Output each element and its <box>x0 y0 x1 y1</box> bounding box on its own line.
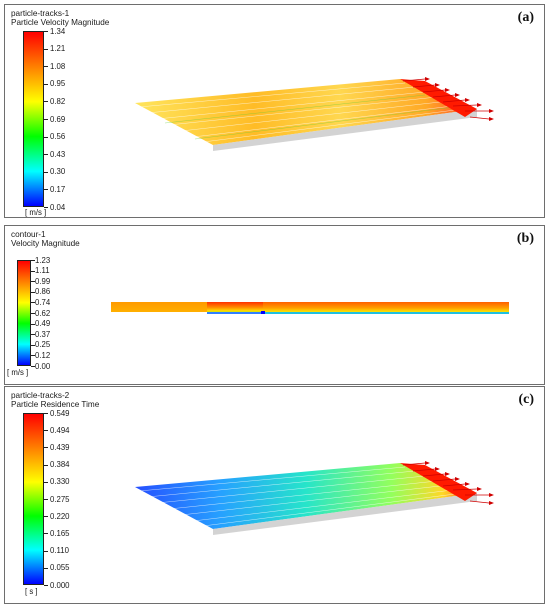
colorbar-tick-label: 0.494 <box>50 426 70 435</box>
colorbar-tick-mark <box>44 533 48 534</box>
colorbar-tick-mark <box>44 551 48 552</box>
panel-b-tag: (b) <box>516 231 534 246</box>
colorbar-tick-label: 0.165 <box>50 529 70 538</box>
colorbar-tick-label: 0.82 <box>50 97 66 106</box>
panel-a: particle-tracks-1 Particle Velocity Magn… <box>4 4 545 218</box>
colorbar-tick-mark <box>31 355 35 356</box>
colorbar-tick-mark <box>44 31 48 32</box>
colorbar-tick-mark <box>44 207 48 208</box>
panel-a-tag: (a) <box>517 10 534 25</box>
colorbar-tick-mark <box>44 49 48 50</box>
colorbar-tick-label: 0.04 <box>50 203 66 212</box>
colorbar-c <box>23 413 44 585</box>
panel-c-title-1: particle-tracks-2 <box>11 391 70 400</box>
colorbar-tick-mark <box>44 172 48 173</box>
panel-a-title-1: particle-tracks-1 <box>11 9 70 18</box>
colorbar-tick-mark <box>44 499 48 500</box>
colorbar-tick-label: 0.30 <box>50 167 66 176</box>
colorbar-tick-label: 0.384 <box>50 460 70 469</box>
colorbar-tick-mark <box>31 271 35 272</box>
colorbar-tick-label: 0.43 <box>50 150 66 159</box>
panel-c-title-2: Particle Residence Time <box>11 400 100 409</box>
colorbar-tick-label: 0.055 <box>50 563 70 572</box>
colorbar-tick-label: 0.000 <box>50 581 70 590</box>
colorbar-tick-label: 1.23 <box>35 256 51 265</box>
colorbar-tick-mark <box>31 302 35 303</box>
colorbar-tick-label: 1.34 <box>50 27 66 36</box>
panel-a-title-2: Particle Velocity Magnitude <box>11 18 110 27</box>
colorbar-tick-mark <box>44 430 48 431</box>
colorbar-tick-mark <box>44 465 48 466</box>
colorbar-tick-mark <box>31 281 35 282</box>
panel-c: particle-tracks-2 Particle Residence Tim… <box>4 386 545 604</box>
colorbar-b-unit: [ m/s ] <box>7 368 29 377</box>
velocity-contour-graphic <box>111 302 509 314</box>
colorbar-tick-mark <box>44 585 48 586</box>
colorbar-tick-mark <box>44 84 48 85</box>
colorbar-tick-mark <box>44 137 48 138</box>
colorbar-tick-label: 0.220 <box>50 512 70 521</box>
colorbar-tick-mark <box>31 292 35 293</box>
panel-b: contour-1 Velocity Magnitude (b) 1.23 1.1… <box>4 225 545 385</box>
colorbar-tick-mark <box>31 313 35 314</box>
colorbar-tick-label: 0.62 <box>35 309 51 318</box>
colorbar-tick-label: 0.69 <box>50 115 66 124</box>
colorbar-tick-mark <box>44 413 48 414</box>
colorbar-tick-label: 0.86 <box>35 287 51 296</box>
colorbar-tick-mark <box>31 334 35 335</box>
colorbar-tick-mark <box>44 66 48 67</box>
colorbar-tick-label: 0.110 <box>50 546 69 555</box>
colorbar-c-unit: [ s ] <box>25 587 38 596</box>
colorbar-tick-label: 0.49 <box>35 319 51 328</box>
colorbar-tick-label: 1.08 <box>50 62 66 71</box>
colorbar-tick-mark <box>44 189 48 190</box>
colorbar-tick-mark <box>44 101 48 102</box>
colorbar-b <box>17 260 31 366</box>
colorbar-tick-mark <box>44 568 48 569</box>
colorbar-tick-label: 1.11 <box>35 266 50 275</box>
colorbar-tick-label: 0.330 <box>50 477 70 486</box>
particle-tracks-velocity-graphic <box>135 77 494 151</box>
colorbar-a-unit: [ m/s ] <box>25 208 47 217</box>
particle-tracks-residence-time-graphic <box>135 461 494 535</box>
colorbar-tick-label: 0.25 <box>35 340 51 349</box>
panel-b-title-1: contour-1 <box>11 230 46 239</box>
colorbar-tick-label: 0.439 <box>50 443 70 452</box>
colorbar-tick-label: 0.17 <box>50 185 66 194</box>
colorbar-tick-label: 0.56 <box>50 132 66 141</box>
panel-c-tag: (c) <box>518 392 534 407</box>
colorbar-a <box>23 31 44 207</box>
colorbar-tick-label: 0.275 <box>50 495 70 504</box>
colorbar-tick-mark <box>44 447 48 448</box>
colorbar-tick-label: 1.21 <box>50 44 66 53</box>
colorbar-tick-mark <box>44 154 48 155</box>
colorbar-tick-mark <box>31 366 35 367</box>
colorbar-tick-mark <box>44 516 48 517</box>
colorbar-tick-label: 0.12 <box>35 351 51 360</box>
colorbar-tick-mark <box>44 119 48 120</box>
colorbar-tick-mark <box>31 345 35 346</box>
colorbar-tick-mark <box>31 260 35 261</box>
colorbar-tick-label: 0.95 <box>50 79 66 88</box>
colorbar-tick-label: 0.37 <box>35 330 51 339</box>
colorbar-tick-label: 0.00 <box>35 362 51 371</box>
panel-b-title-2: Velocity Magnitude <box>11 239 80 248</box>
colorbar-tick-mark <box>44 482 48 483</box>
colorbar-tick-mark <box>31 324 35 325</box>
colorbar-tick-label: 0.74 <box>35 298 51 307</box>
colorbar-tick-label: 0.99 <box>35 277 51 286</box>
colorbar-tick-label: 0.549 <box>50 409 70 418</box>
